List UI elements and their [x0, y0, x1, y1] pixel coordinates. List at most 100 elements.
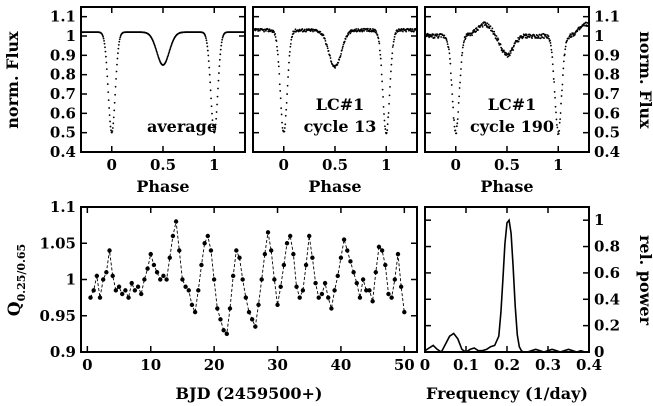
cycle13-point [334, 67, 337, 69]
avg-point [167, 54, 170, 57]
qseries-point [183, 284, 188, 289]
qseries-point [329, 306, 334, 311]
cycle190-point [552, 78, 555, 80]
cycle190-point [512, 49, 514, 51]
cycle190-ytick-label: 0.9 [594, 46, 620, 64]
avg-point [218, 65, 221, 68]
cycle13-point [384, 128, 387, 130]
qseries-point [376, 244, 382, 250]
cycle13-point [338, 58, 341, 61]
power-xtick-label: 0.1 [453, 356, 479, 374]
cycle13-point [387, 112, 390, 114]
qseries-point [151, 262, 157, 268]
avg-ytick-label: 1 [66, 27, 76, 45]
qseries-point [113, 288, 119, 293]
cycle190-point [435, 33, 437, 36]
qseries-line [90, 221, 405, 335]
cycle190-point [507, 55, 510, 58]
avg-point [218, 72, 220, 74]
cycle13-point [275, 40, 278, 42]
qseries-point [259, 277, 264, 282]
cycle190-point [463, 36, 466, 38]
qseries-point [91, 288, 96, 293]
cycle190-point [442, 36, 445, 39]
cycle13-point [278, 83, 281, 86]
cycle190-point [477, 29, 479, 31]
qseries-point [307, 233, 312, 239]
qseries-point [398, 284, 404, 289]
avg-point [105, 55, 107, 58]
qseries-point [180, 277, 185, 282]
cycle13-point [329, 57, 332, 59]
cycle13-point [277, 61, 280, 63]
avg-point [204, 35, 207, 38]
cycle190-point [460, 68, 462, 70]
avg-point [210, 97, 212, 100]
qseries-point [402, 309, 407, 315]
cycle190-point [450, 84, 453, 86]
cycle13-point [285, 108, 288, 111]
cycle13-point [373, 30, 376, 33]
cycle13-point [382, 106, 385, 108]
qseries-point [294, 284, 299, 289]
qseries-ytick-label: 1.05 [39, 234, 76, 252]
cycle13-point [368, 30, 371, 33]
avg-point [111, 131, 113, 134]
qseries-point [202, 241, 207, 246]
qseries-point [215, 306, 220, 311]
avg-point [106, 83, 109, 85]
cycle13-point [342, 43, 345, 46]
cycle13-point [301, 28, 304, 30]
avg-ytick-label: 0.8 [50, 66, 76, 84]
cycle190-point [563, 53, 566, 56]
avg-point [108, 107, 111, 109]
avg-point [109, 120, 111, 123]
cycle13-point [369, 28, 372, 31]
qseries-point [170, 233, 176, 239]
power-xtick-label: 0 [420, 356, 430, 374]
qseries-point [272, 277, 277, 282]
qseries-point [345, 248, 350, 253]
cycle13-point [276, 49, 279, 52]
cycle13-point [272, 29, 275, 32]
cycle13-point [283, 130, 286, 133]
cycle190-point [469, 34, 472, 37]
qseries-point [370, 299, 375, 304]
qseries-point [107, 248, 112, 253]
cycle13-point [267, 30, 270, 33]
cycle190-xtick-label: 0 [451, 156, 461, 174]
cycle13-point [343, 41, 346, 44]
cycle13-point [389, 77, 392, 80]
qseries-xtick-label: 10 [140, 356, 161, 374]
cycle190-point [475, 30, 478, 33]
avg-point [113, 109, 116, 112]
qseries-point [104, 270, 109, 275]
cycle190-point [458, 95, 461, 98]
cycle13-point [372, 29, 375, 31]
power-ytick-label: 0.6 [594, 264, 620, 282]
avg-point [205, 39, 208, 42]
annotation-average: average [147, 117, 217, 136]
qseries-point [173, 219, 179, 224]
cycle190-point [511, 46, 514, 49]
cycle190-point [555, 111, 557, 114]
cycle190-xtick-label: 0.5 [494, 156, 520, 174]
qseries-point [300, 288, 306, 293]
power-ytick-label: 0.2 [594, 317, 620, 335]
cycle190-point [582, 24, 585, 27]
qseries-point [297, 295, 302, 300]
cycle13-point [303, 28, 306, 31]
cycle190-point [550, 44, 552, 47]
cycle13-point [413, 30, 415, 33]
cycle13-point [391, 52, 394, 55]
qseries-point [379, 248, 385, 253]
cycle13-point [385, 132, 388, 134]
cycle190-point [483, 24, 486, 26]
cycle13-point [330, 61, 333, 63]
cycle13-point [371, 30, 374, 33]
cycle190-point [471, 34, 473, 37]
avg-point [107, 91, 110, 94]
qseries-xtick-label: 30 [267, 356, 288, 374]
avg-point [212, 128, 215, 131]
